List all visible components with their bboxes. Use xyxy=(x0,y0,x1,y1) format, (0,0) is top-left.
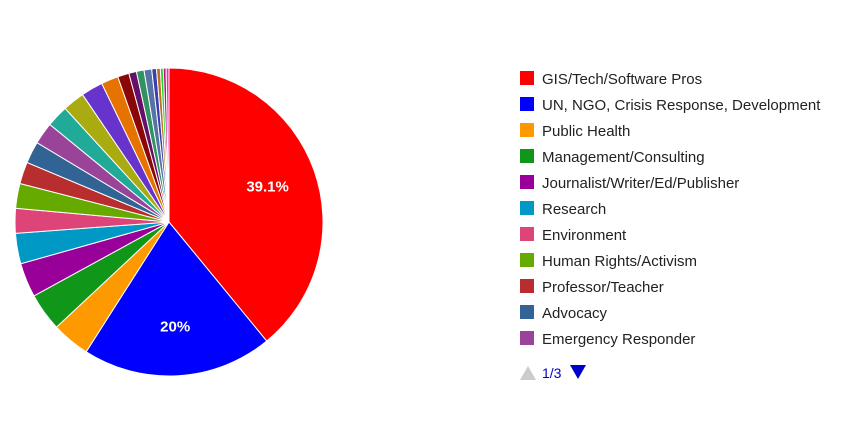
legend-swatch xyxy=(520,97,534,111)
pie-slice[interactable] xyxy=(168,67,324,342)
slice-data-label: 39.1% xyxy=(246,179,289,196)
legend-label[interactable]: Professor/Teacher xyxy=(542,279,664,296)
legend-label[interactable]: Public Health xyxy=(542,123,630,140)
legend-swatch xyxy=(520,71,534,85)
slice-data-label: 20% xyxy=(160,319,190,336)
legend-swatch xyxy=(520,201,534,215)
legend-label[interactable]: Journalist/Writer/Ed/Publisher xyxy=(542,175,739,192)
legend-label[interactable]: Environment xyxy=(542,227,627,244)
legend-label[interactable]: Emergency Responder xyxy=(542,331,695,348)
legend-swatch xyxy=(520,227,534,241)
legend-swatch xyxy=(520,279,534,293)
legend-swatch xyxy=(520,253,534,267)
legend-swatch xyxy=(520,149,534,163)
triangle-down-icon[interactable] xyxy=(570,365,586,379)
legend-label[interactable]: Human Rights/Activism xyxy=(542,253,697,270)
legend-label[interactable]: UN, NGO, Crisis Response, Development xyxy=(542,97,821,114)
pie-slices xyxy=(14,67,324,377)
legend-label[interactable]: Management/Consulting xyxy=(542,149,705,166)
pie-slice[interactable] xyxy=(85,221,268,377)
legend: GIS/Tech/Software Pros UN, NGO, Crisis Re… xyxy=(520,71,821,348)
pager-text: 1/3 xyxy=(542,365,562,381)
pie-data-labels: 39.1% 20% xyxy=(160,179,289,336)
pie-slice[interactable] xyxy=(165,67,170,223)
legend-swatch xyxy=(520,331,534,345)
triangle-up-icon[interactable] xyxy=(520,366,536,380)
legend-swatch xyxy=(520,305,534,319)
legend-label[interactable]: GIS/Tech/Software Pros xyxy=(542,71,702,88)
legend-swatch xyxy=(520,175,534,189)
legend-label[interactable]: Research xyxy=(542,201,606,218)
legend-pager: 1/3 xyxy=(520,365,586,381)
legend-label[interactable]: Advocacy xyxy=(542,305,608,322)
legend-swatch xyxy=(520,123,534,137)
